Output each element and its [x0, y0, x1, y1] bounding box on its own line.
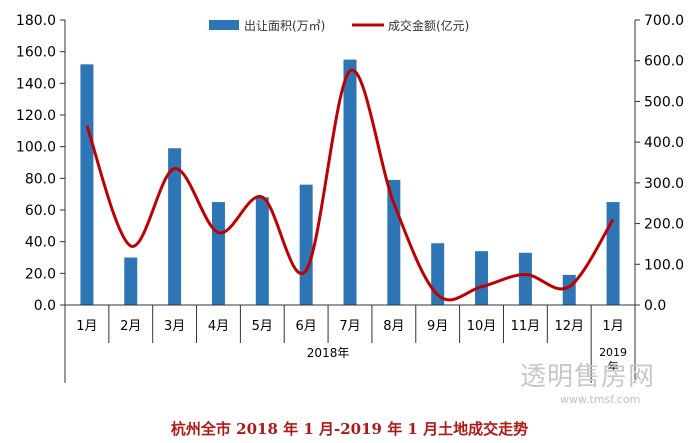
- bar: [475, 251, 489, 305]
- bar: [211, 202, 225, 305]
- year-group-label-suffix: 年: [608, 359, 619, 373]
- watermark: 透明售房网 www.tmsf.com: [520, 356, 655, 406]
- bar-series: [80, 59, 620, 306]
- left-axis-tick-label: 100.0: [16, 140, 56, 156]
- left-axis-tick-label: 0.0: [34, 298, 56, 314]
- bar: [255, 197, 269, 305]
- right-axis: 0.0 100.0 200.0 300.0 400.0 500.0 600.0 700.0: [634, 13, 684, 314]
- left-axis-tick-label: 140.0: [16, 76, 56, 92]
- x-axis-tick-label: 10月: [467, 319, 497, 334]
- bar: [518, 252, 532, 305]
- legend-line-label: 成交金额(亿元): [388, 18, 469, 33]
- right-axis-tick-label: 600.0: [644, 54, 684, 70]
- line-path: [85, 68, 615, 302]
- x-axis-tick-label: 6月: [296, 319, 317, 334]
- right-axis-tick-label: 300.0: [644, 176, 684, 192]
- year-group-label: 2019: [599, 346, 627, 359]
- watermark-text: 透明售房网: [520, 362, 656, 392]
- x-axis-tick-label: 1月: [602, 319, 623, 334]
- left-axis-tick-label: 180.0: [16, 13, 56, 29]
- x-axis-tick-label: 1月: [76, 319, 97, 334]
- x-axis-tick-label: 2月: [120, 319, 141, 334]
- left-axis: 0.0 20.0 40.0 60.0 80.0 100.0 120.0 140.0 160.0 1…: [16, 13, 66, 383]
- bar: [606, 202, 620, 305]
- right-axis-tick-label: 0.0: [644, 298, 666, 314]
- x-axis-tick-label: 7月: [339, 319, 360, 334]
- bar: [343, 59, 357, 306]
- left-axis-tick-label: 20.0: [25, 266, 56, 282]
- x-axis-tick-label: 3月: [164, 319, 185, 334]
- legend: 出让面积(万㎡) 成交金额(亿元): [209, 18, 469, 33]
- left-axis-tick-label: 80.0: [25, 171, 56, 187]
- x-axis-tick-label: 8月: [383, 319, 404, 334]
- chart-caption: 杭州全市 2018 年 1 月-2019 年 1 月土地成交走势: [170, 420, 529, 438]
- bar: [299, 184, 313, 305]
- year-group-label: 2018年: [307, 346, 350, 360]
- x-axis-tick-label: 12月: [554, 319, 584, 334]
- right-axis-tick-label: 200.0: [644, 217, 684, 233]
- bar: [80, 64, 94, 305]
- right-axis-tick-label: 700.0: [644, 13, 684, 29]
- x-axis-tick-label: 11月: [511, 319, 541, 334]
- bar: [387, 179, 401, 305]
- right-axis-tick-label: 500.0: [644, 94, 684, 110]
- legend-bar-swatch: [209, 20, 239, 30]
- bar: [168, 148, 182, 305]
- right-axis-tick-label: 400.0: [644, 135, 684, 151]
- watermark-url: www.tmsf.com: [560, 393, 641, 406]
- legend-bar-label: 出让面积(万㎡): [244, 19, 325, 33]
- left-axis-tick-label: 160.0: [16, 45, 56, 61]
- x-axis-tick-label: 4月: [208, 319, 229, 334]
- left-axis-tick-label: 120.0: [16, 108, 56, 124]
- bar: [124, 257, 138, 305]
- left-axis-tick-label: 40.0: [25, 235, 56, 251]
- x-axis-tick-label: 5月: [252, 319, 273, 334]
- right-axis-tick-label: 100.0: [644, 257, 684, 273]
- x-axis-tick-label: 9月: [427, 319, 448, 334]
- line-series: [85, 68, 615, 302]
- left-axis-tick-label: 60.0: [25, 203, 56, 219]
